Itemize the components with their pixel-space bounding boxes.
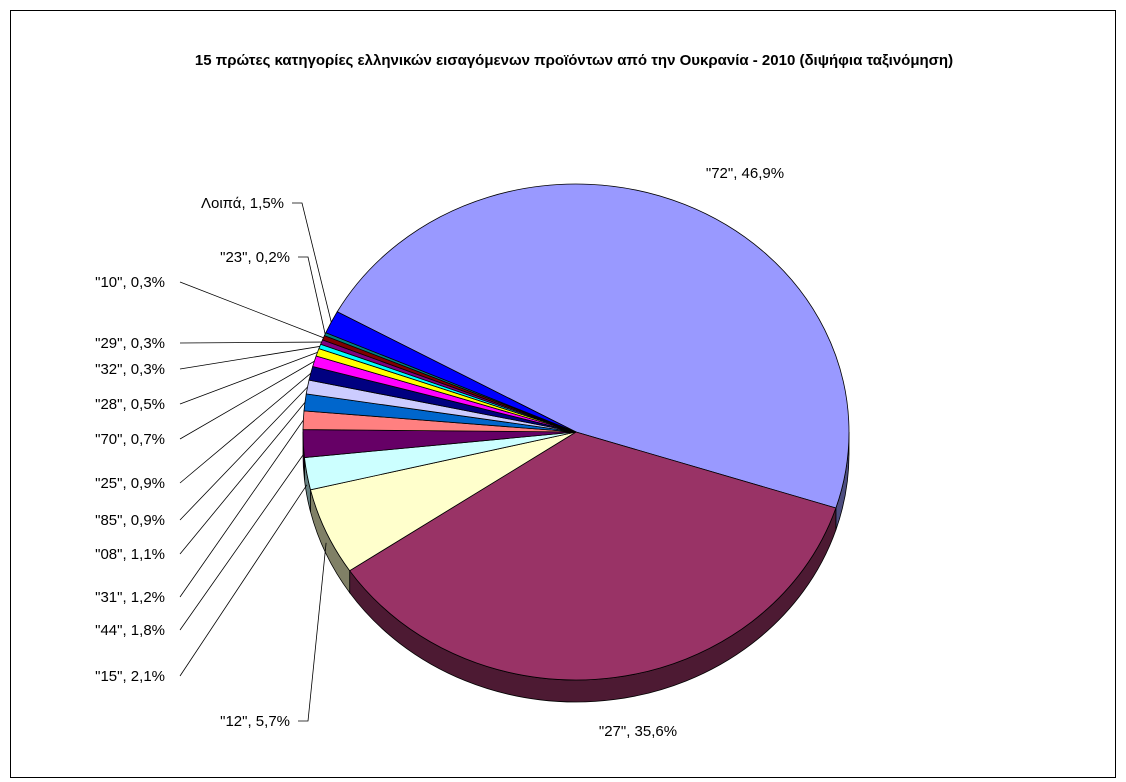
data-label-13: "10", 0,3% [95, 274, 165, 291]
leader-line-14 [298, 256, 326, 335]
leader-line-3 [179, 484, 308, 677]
leader-line-2 [298, 542, 327, 722]
leader-line-11 [179, 346, 320, 370]
data-label-15: Λοιπά, 1,5% [201, 195, 284, 212]
pie-side-group [302, 431, 850, 703]
data-label-8: "25", 0,9% [95, 475, 165, 492]
data-label-5: "31", 1,2% [95, 589, 165, 606]
data-label-6: "08", 1,1% [95, 546, 165, 563]
data-label-12: "29", 0,3% [95, 335, 165, 352]
leader-line-5 [179, 420, 304, 598]
data-label-14: "23", 0,2% [220, 249, 290, 266]
leader-line-12 [179, 341, 322, 344]
data-label-2: "12", 5,7% [220, 713, 290, 730]
data-label-1: "27", 35,6% [599, 723, 677, 740]
leader-line-10 [179, 351, 318, 405]
leader-line-15 [292, 202, 332, 323]
leader-line-8 [179, 372, 312, 484]
data-label-10: "28", 0,5% [95, 396, 165, 413]
chart-title: 15 πρώτες κατηγορίες ελληνικών εισαγόμεν… [194, 52, 954, 69]
data-label-9: "70", 0,7% [95, 431, 165, 448]
data-label-3: "15", 2,1% [95, 668, 165, 685]
pie-slice-0 [336, 183, 850, 509]
data-label-4: "44", 1,8% [95, 622, 165, 639]
leader-line-4 [179, 454, 304, 631]
pie-slice-1 [349, 431, 837, 681]
pie-top-group [302, 183, 850, 681]
leader-line-13 [179, 281, 324, 339]
data-label-0: "72", 46,9% [706, 165, 784, 182]
leader-line-6 [179, 402, 306, 555]
data-label-11: "32", 0,3% [95, 361, 165, 378]
data-labels-group: "72", 46,9% "27", 35,6% "12", 5,7% "15", 2,… [95, 165, 784, 740]
leader-line-7 [179, 386, 308, 521]
data-label-7: "85", 0,9% [95, 512, 165, 529]
leader-line-9 [179, 360, 315, 440]
